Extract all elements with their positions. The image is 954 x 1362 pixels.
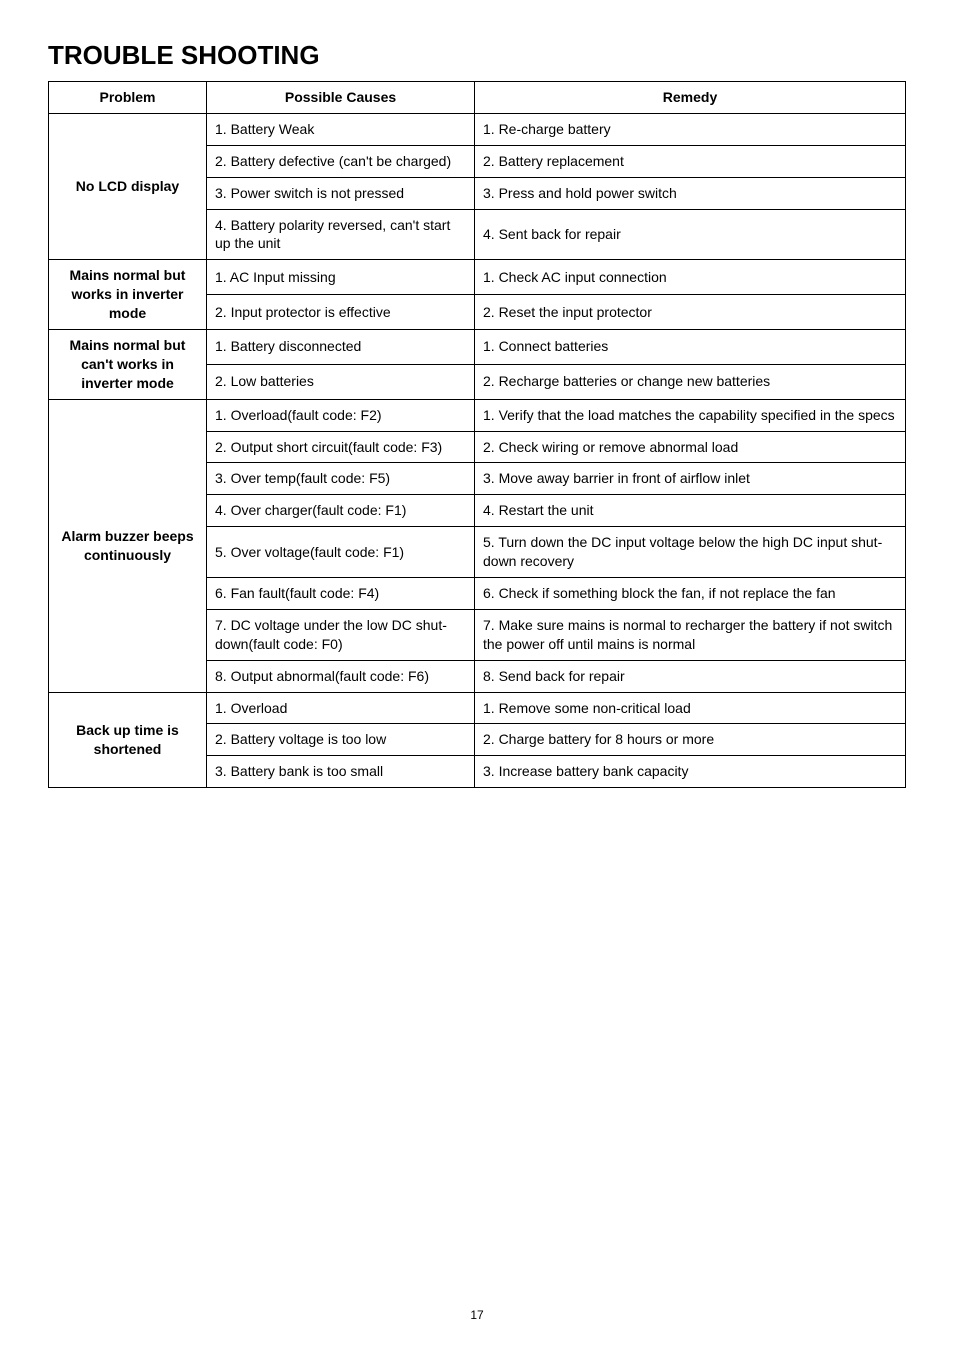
remedy-cell: 1. Check AC input connection [475,260,906,295]
remedy-cell: 2. Recharge batteries or change new batt… [475,364,906,399]
cause-cell: 3. Battery bank is too small [207,756,475,788]
troubleshooting-table: Problem Possible Causes Remedy No LCD di… [48,81,906,788]
page-title: TROUBLE SHOOTING [48,40,906,71]
remedy-cell: 5. Turn down the DC input voltage below … [475,527,906,578]
cause-cell: 3. Over temp(fault code: F5) [207,463,475,495]
cause-cell: 1. Overload(fault code: F2) [207,399,475,431]
remedy-cell: 3. Press and hold power switch [475,177,906,209]
remedy-cell: 6. Check if something block the fan, if … [475,578,906,610]
remedy-cell: 1. Connect batteries [475,330,906,365]
header-remedy: Remedy [475,82,906,114]
remedy-cell: 3. Move away barrier in front of airflow… [475,463,906,495]
problem-cell: No LCD display [49,113,207,259]
cause-cell: 1. Battery Weak [207,113,475,145]
cause-cell: 8. Output abnormal(fault code: F6) [207,660,475,692]
remedy-cell: 3. Increase battery bank capacity [475,756,906,788]
cause-cell: 4. Battery polarity reversed, can't star… [207,209,475,260]
page-number: 17 [48,1308,906,1322]
remedy-cell: 2. Charge battery for 8 hours or more [475,724,906,756]
header-causes: Possible Causes [207,82,475,114]
problem-cell: Back up time is shortened [49,692,207,788]
cause-cell: 2. Low batteries [207,364,475,399]
cause-cell: 7. DC voltage under the low DC shut-down… [207,609,475,660]
cause-cell: 2. Input protector is effective [207,295,475,330]
remedy-cell: 8. Send back for repair [475,660,906,692]
cause-cell: 4. Over charger(fault code: F1) [207,495,475,527]
cause-cell: 5. Over voltage(fault code: F1) [207,527,475,578]
cause-cell: 1. AC Input missing [207,260,475,295]
problem-cell: Mains normal but can't works in inverter… [49,330,207,400]
header-problem: Problem [49,82,207,114]
cause-cell: 6. Fan fault(fault code: F4) [207,578,475,610]
remedy-cell: 2. Reset the input protector [475,295,906,330]
remedy-cell: 1. Verify that the load matches the capa… [475,399,906,431]
remedy-cell: 4. Sent back for repair [475,209,906,260]
remedy-cell: 4. Restart the unit [475,495,906,527]
cause-cell: 2. Battery voltage is too low [207,724,475,756]
cause-cell: 1. Battery disconnected [207,330,475,365]
remedy-cell: 2. Check wiring or remove abnormal load [475,431,906,463]
cause-cell: 3. Power switch is not pressed [207,177,475,209]
remedy-cell: 7. Make sure mains is normal to recharge… [475,609,906,660]
cause-cell: 2. Battery defective (can't be charged) [207,145,475,177]
cause-cell: 1. Overload [207,692,475,724]
remedy-cell: 1. Remove some non-critical load [475,692,906,724]
remedy-cell: 1. Re-charge battery [475,113,906,145]
problem-cell: Mains normal but works in inverter mode [49,260,207,330]
remedy-cell: 2. Battery replacement [475,145,906,177]
cause-cell: 2. Output short circuit(fault code: F3) [207,431,475,463]
problem-cell: Alarm buzzer beeps continuously [49,399,207,692]
